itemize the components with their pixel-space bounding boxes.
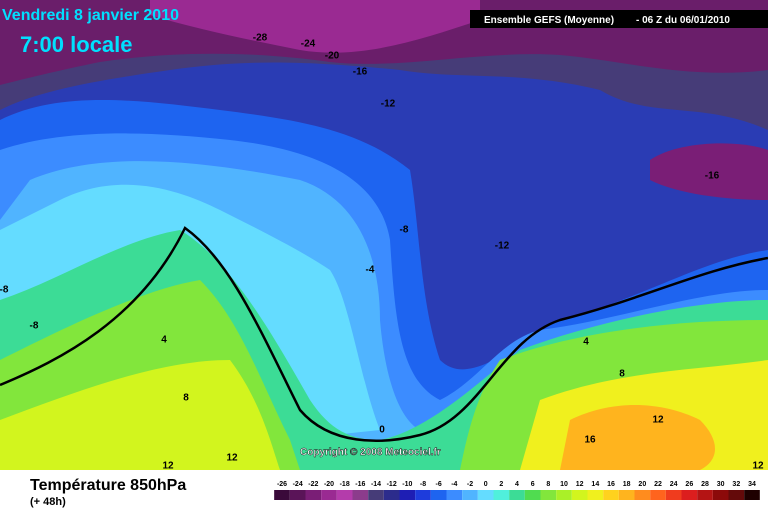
legend-label: 20 — [638, 481, 646, 488]
contour-labels: -28 -24 -20 -16 -12 -16 -8 -12 -4 -8 -8 4 4 8 8 12 0 16 12… — [0, 33, 764, 472]
legend-swatch — [524, 490, 541, 500]
legend-label: 6 — [531, 481, 535, 488]
map — [0, 0, 768, 470]
legend-swatch — [415, 490, 431, 500]
legend-label: -14 — [371, 481, 381, 488]
legend-label: -8 — [420, 481, 426, 488]
legend-swatch — [571, 490, 588, 500]
contour-label: 4 — [583, 337, 589, 348]
model-box — [470, 10, 768, 28]
legend-swatch — [399, 490, 416, 500]
legend-swatch — [352, 490, 369, 500]
legend-swatch — [556, 490, 572, 500]
legend-swatch — [321, 490, 337, 500]
legend-label: 32 — [732, 481, 740, 488]
legend-swatch — [368, 490, 384, 500]
legend-label: 14 — [591, 481, 599, 488]
legend-label: 2 — [499, 481, 503, 488]
contour-label: -24 — [301, 39, 316, 50]
legend-swatch — [289, 490, 306, 500]
legend-swatch — [650, 490, 666, 500]
footer-title: Température 850hPa — [30, 477, 186, 494]
legend-label: -12 — [387, 481, 397, 488]
legend-label: 16 — [607, 481, 615, 488]
legend-swatch — [618, 490, 635, 500]
contour-label: 12 — [226, 453, 238, 464]
legend-swatch — [665, 490, 682, 500]
contour-label: 12 — [652, 415, 664, 426]
legend-swatch — [477, 490, 494, 500]
legend-label: -18 — [340, 481, 350, 488]
contour-label: -8 — [400, 225, 409, 236]
legend-label: 10 — [560, 481, 568, 488]
legend-label: -26 — [277, 481, 287, 488]
contour-label: 4 — [161, 335, 167, 346]
contour-label: -4 — [366, 265, 375, 276]
legend-label: 28 — [701, 481, 709, 488]
legend-swatch — [383, 490, 400, 500]
contour-label: 12 — [162, 461, 174, 472]
contour-label: 12 — [752, 461, 764, 472]
legend-label: -6 — [436, 481, 442, 488]
legend-label: 4 — [515, 481, 519, 488]
footer-subtitle: (+ 48h) — [30, 496, 66, 508]
run: - 06 Z du 06/01/2010 — [636, 15, 730, 26]
legend-label: 12 — [576, 481, 584, 488]
legend-swatch — [634, 490, 651, 500]
legend-label: -2 — [467, 481, 473, 488]
legend: -26 -24 -22 -20 -18 -16 -14 -12 -10 -8 -6 -4 -2 0 2 4 6 8… — [274, 481, 760, 500]
legend-swatch — [509, 490, 525, 500]
legend-label: 18 — [623, 481, 631, 488]
legend-label: 34 — [748, 481, 756, 488]
legend-swatch — [493, 490, 510, 500]
contour-label: -12 — [381, 99, 396, 110]
legend-swatch — [540, 490, 557, 500]
legend-label: -16 — [355, 481, 365, 488]
contour-label: 16 — [584, 435, 596, 446]
legend-label: 30 — [717, 481, 725, 488]
legend-swatch — [462, 490, 478, 500]
legend-swatch — [603, 490, 619, 500]
legend-swatch — [430, 490, 447, 500]
model: Ensemble GEFS (Moyenne) — [484, 15, 614, 26]
legend-swatch — [681, 490, 698, 500]
date: Vendredi 8 janvier 2010 — [2, 7, 179, 24]
legend-swatch — [697, 490, 713, 500]
legend-label: 24 — [670, 481, 678, 488]
legend-label: 26 — [685, 481, 693, 488]
time: 7:00 locale — [20, 32, 133, 57]
contour-label: 8 — [619, 369, 625, 380]
legend-label: -22 — [308, 481, 318, 488]
contour-label: -12 — [495, 241, 510, 252]
legend-swatch — [728, 490, 745, 500]
contour-label: -16 — [353, 67, 368, 78]
legend-label: 8 — [546, 481, 550, 488]
copyright: Copyright © 2008 Meteociel.fr — [300, 447, 441, 458]
legend-swatch — [305, 490, 322, 500]
legend-swatch — [712, 490, 729, 500]
contour-label: -28 — [253, 33, 268, 44]
contour-label: -8 — [30, 321, 39, 332]
legend-swatch — [336, 490, 353, 500]
contour-label: 0 — [379, 425, 385, 436]
legend-swatch — [587, 490, 604, 500]
legend-swatch — [744, 490, 760, 500]
legend-label: 22 — [654, 481, 662, 488]
legend-label: -20 — [324, 481, 334, 488]
legend-swatch — [446, 490, 463, 500]
contour-label: -20 — [325, 51, 340, 62]
legend-label: -10 — [402, 481, 412, 488]
legend-label: -24 — [293, 481, 303, 488]
legend-swatch — [274, 490, 290, 500]
contour-label: 8 — [183, 393, 189, 404]
contour-label: -16 — [705, 171, 720, 182]
legend-label: 0 — [484, 481, 488, 488]
legend-label: -4 — [451, 481, 457, 488]
contour-label: -8 — [0, 285, 9, 296]
